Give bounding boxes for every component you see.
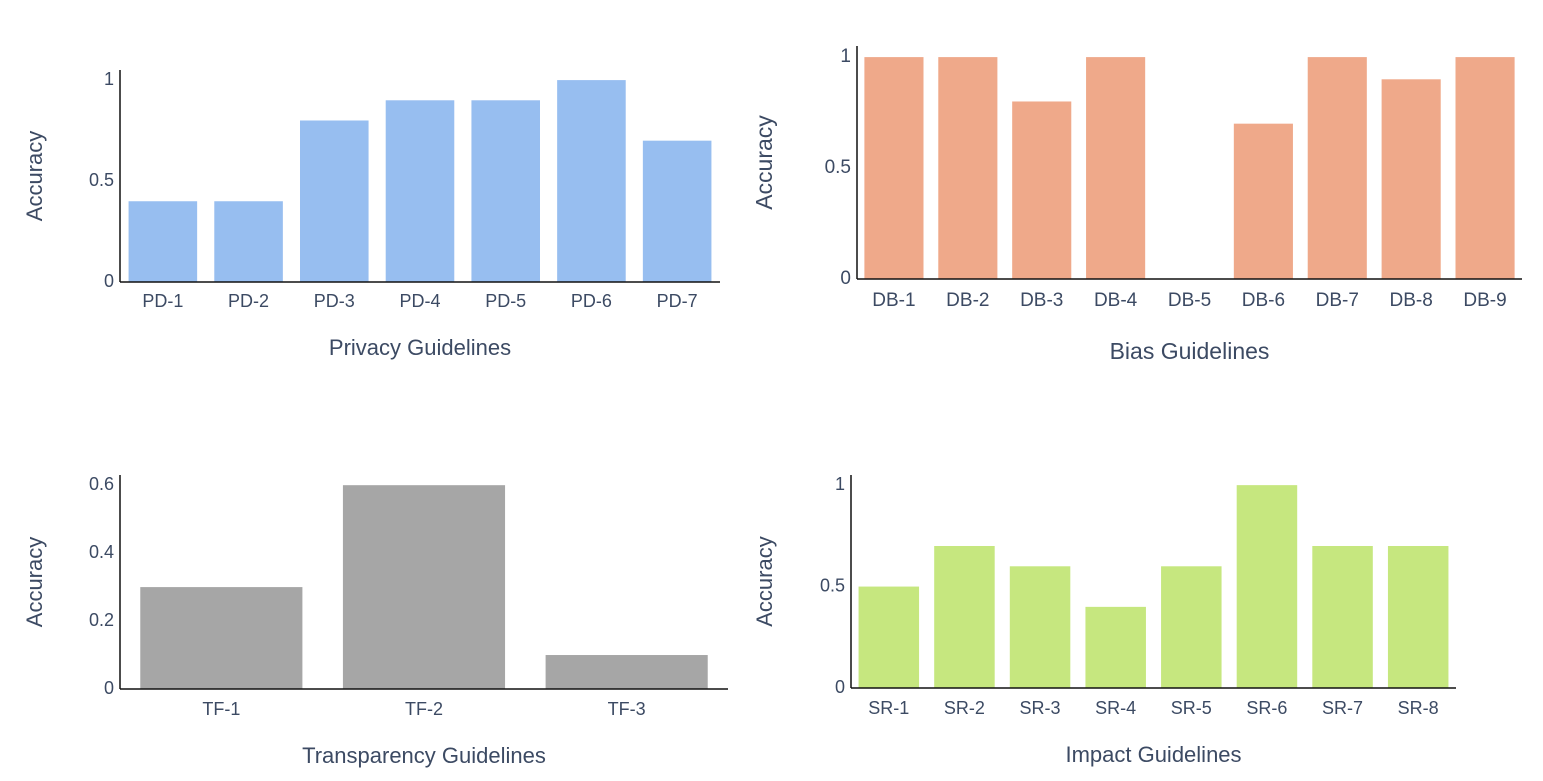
x-tick-label: DB-7: [1316, 290, 1359, 311]
bar-db-2: [938, 57, 998, 279]
bar-db-8: [1381, 79, 1441, 279]
x-tick-label: SR-7: [1322, 698, 1363, 718]
y-tick-label: 1: [835, 474, 845, 494]
y-tick-label: 0.2: [89, 610, 114, 630]
bar-pd-7: [642, 140, 712, 282]
x-tick-label: DB-6: [1242, 290, 1285, 311]
x-tick-label: SR-6: [1246, 698, 1287, 718]
x-tick-label: PD-3: [314, 291, 355, 311]
chart-panel-2: DB-1 DB-2 DB-3 DB-4 DB-5 DB-6 DB-7 DB-8 DB-9 0 0.5…: [751, 46, 1522, 364]
y-tick-label: 0.5: [89, 170, 114, 190]
x-tick-label: SR-1: [868, 698, 909, 718]
bar-sr-1: [858, 586, 920, 688]
bar-sr-5: [1161, 566, 1222, 688]
x-axis-title: Transparency Guidelines: [302, 743, 546, 768]
x-tick-label: SR-3: [1020, 698, 1061, 718]
bar-sr-3: [1009, 566, 1071, 688]
bar-db-7: [1307, 57, 1367, 279]
bar-pd-6: [557, 80, 626, 282]
x-tick-label: PD-5: [485, 291, 526, 311]
x-tick-label: SR-8: [1398, 698, 1439, 718]
bar-pd-2: [214, 201, 283, 282]
bar-sr-8: [1387, 546, 1449, 688]
bar-sr-2: [934, 546, 995, 688]
x-tick-label: PD-4: [399, 291, 440, 311]
bar-pd-5: [471, 100, 540, 282]
bar-db-3: [1012, 101, 1072, 279]
bar-sr-4: [1085, 606, 1146, 688]
bar-pd-4: [385, 100, 455, 282]
x-tick-label: TF-3: [608, 699, 646, 719]
bar-db-4: [1086, 57, 1146, 279]
x-tick-label: DB-3: [1020, 290, 1063, 311]
x-tick-label: PD-7: [657, 291, 698, 311]
chart-panel-1: PD-1 PD-2 PD-3 PD-4 PD-5 PD-6 PD-7 0 0.5 1 Privacy…: [22, 69, 720, 360]
x-axis-title: Impact Guidelines: [1065, 742, 1241, 767]
bar-pd-1: [128, 201, 198, 282]
x-tick-label: PD-6: [571, 291, 612, 311]
x-tick-label: PD-2: [228, 291, 269, 311]
x-tick-label: DB-9: [1463, 290, 1506, 311]
y-tick-label: 0.4: [89, 542, 114, 562]
x-tick-label: DB-4: [1094, 290, 1138, 311]
x-tick-label: DB-8: [1390, 290, 1433, 311]
x-tick-label: DB-1: [872, 290, 915, 311]
y-axis-title: Accuracy: [22, 537, 47, 627]
y-tick-label: 0: [840, 268, 851, 289]
bar-tf-1: [140, 587, 303, 689]
y-tick-label: 1: [840, 46, 851, 67]
y-tick-label: 0.5: [825, 157, 851, 178]
y-tick-label: 0: [835, 677, 845, 697]
x-tick-label: DB-2: [946, 290, 989, 311]
chart-panel-4: SR-1 SR-2 SR-3 SR-4 SR-5 SR-6 SR-7 SR-8 0 0.5 1 Imp…: [752, 474, 1456, 767]
bar-db-6: [1233, 123, 1293, 279]
y-tick-label: 0: [104, 678, 114, 698]
x-axis-title: Privacy Guidelines: [329, 335, 511, 360]
x-tick-label: TF-1: [202, 699, 240, 719]
x-tick-label: TF-2: [405, 699, 443, 719]
chart-panel-3: TF-1 TF-2 TF-3 0 0.2 0.4 0.6 Transparency Guide…: [22, 474, 728, 768]
x-tick-label: SR-5: [1171, 698, 1212, 718]
y-tick-label: 1: [104, 69, 114, 89]
bar-tf-3: [545, 655, 708, 689]
bar-tf-2: [342, 485, 506, 689]
bar-db-1: [864, 57, 924, 279]
y-tick-label: 0.5: [820, 576, 845, 596]
y-axis-title: Accuracy: [752, 536, 777, 626]
y-tick-label: 0.6: [89, 474, 114, 494]
x-tick-label: DB-5: [1168, 290, 1211, 311]
bar-pd-3: [300, 120, 369, 282]
y-tick-label: 0: [104, 271, 114, 291]
x-tick-label: SR-4: [1095, 698, 1136, 718]
bar-db-9: [1455, 57, 1515, 279]
bar-sr-7: [1312, 546, 1373, 688]
bar-sr-6: [1236, 485, 1298, 688]
x-tick-label: SR-2: [944, 698, 985, 718]
x-tick-label: PD-1: [142, 291, 183, 311]
y-axis-title: Accuracy: [22, 131, 47, 221]
x-axis-title: Bias Guidelines: [1110, 338, 1270, 364]
y-axis-title: Accuracy: [751, 115, 777, 210]
